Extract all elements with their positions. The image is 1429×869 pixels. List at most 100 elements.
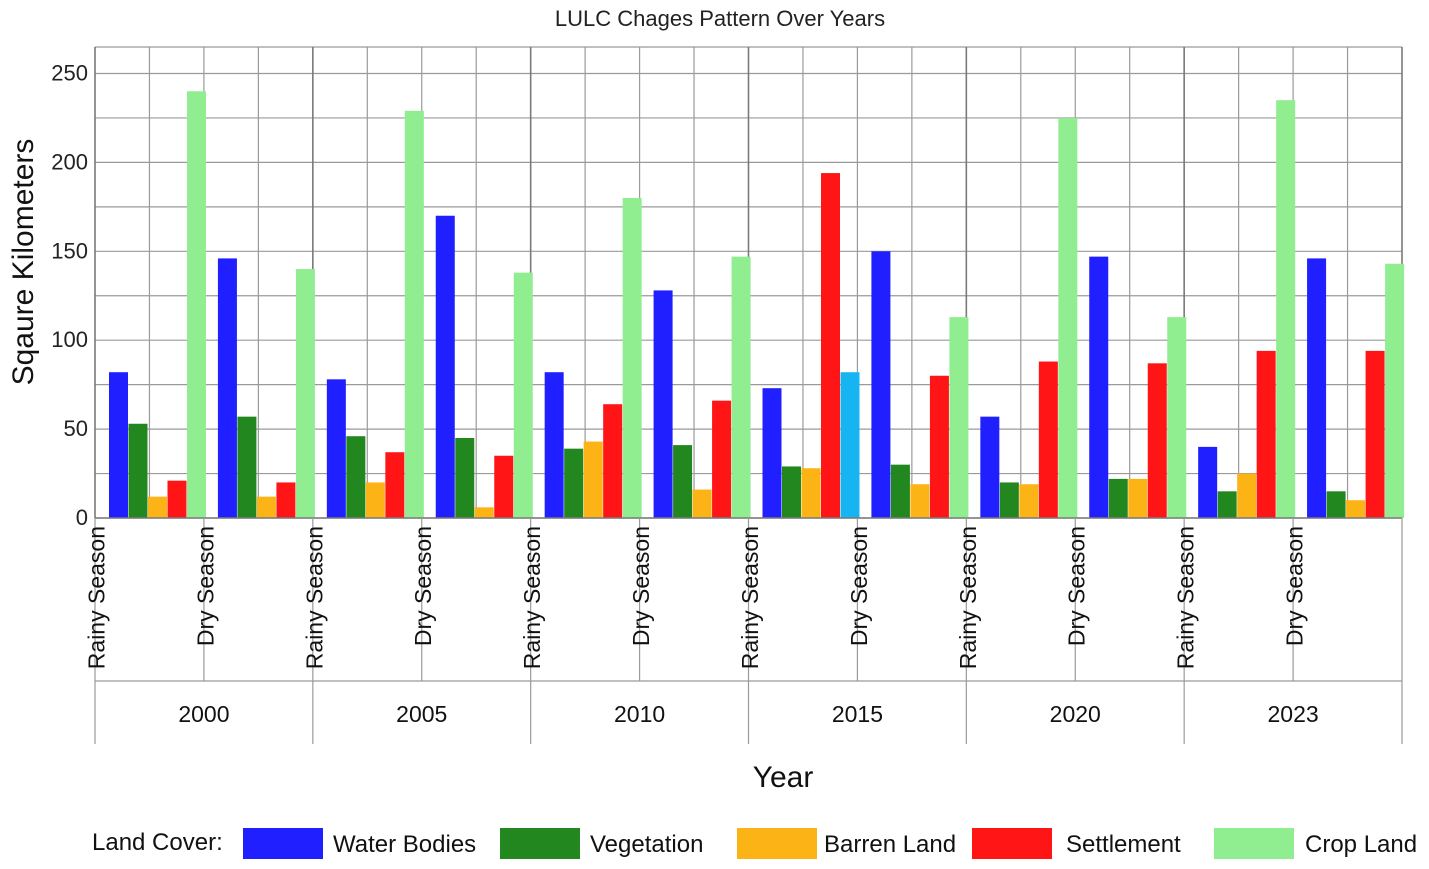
legend-swatch-settlement [972, 828, 1052, 859]
bar-vegetation [564, 448, 584, 518]
x-axis-label: Year [753, 761, 814, 794]
legend: Land Cover: Water Bodies Vegetation Barren… [92, 828, 1417, 859]
season-label: Dry Season [192, 526, 218, 646]
bar-barren-land [692, 489, 712, 518]
season-label: Rainy Season [737, 526, 763, 669]
bar-crop-land [622, 197, 642, 518]
y-tick-label: 100 [51, 327, 88, 352]
bar-barren-land [1346, 500, 1366, 518]
bar-water-bodies [435, 215, 455, 519]
bar-barren-land [1019, 484, 1039, 518]
bar-water-bodies [1089, 256, 1109, 518]
year-label: 2005 [396, 701, 447, 727]
bar-crop-land [1167, 317, 1187, 518]
bar-crop-land [1276, 100, 1296, 519]
season-label: Rainy Season [83, 526, 109, 669]
bar-settlement [1256, 350, 1276, 518]
bar-water-bodies [1198, 446, 1218, 518]
year-label: 2020 [1050, 701, 1101, 727]
bar-crop-land [404, 110, 424, 518]
bar-crop-land [295, 269, 315, 518]
bar-water-bodies [871, 251, 891, 519]
legend-label: Vegetation [590, 831, 703, 858]
bar-crop-land [840, 372, 860, 518]
legend-swatch-water-bodies [243, 828, 323, 859]
bar-settlement [385, 452, 405, 518]
bar-vegetation [1108, 478, 1128, 518]
bars [109, 91, 1405, 519]
bar-barren-land [801, 468, 821, 518]
year-label: 2023 [1267, 701, 1318, 727]
bar-crop-land [513, 272, 533, 518]
legend-label: Barren Land [824, 831, 956, 858]
bar-vegetation [890, 464, 910, 518]
bar-barren-land [910, 484, 930, 518]
legend-label: Crop Land [1305, 831, 1417, 858]
legend-title: Land Cover: [92, 829, 223, 856]
y-axis: 0 50 100 150 200 250 [51, 61, 88, 531]
bar-settlement [712, 400, 732, 518]
legend-swatch-vegetation [500, 828, 580, 859]
bar-settlement [1038, 361, 1058, 518]
chart-title: LULC Chages Pattern Over Years [555, 6, 885, 31]
bar-crop-land [1385, 263, 1405, 518]
legend-label: Settlement [1066, 831, 1181, 858]
year-label: 2015 [832, 701, 883, 727]
y-tick-label: 250 [51, 61, 88, 86]
bar-vegetation [1326, 491, 1346, 518]
bar-water-bodies [980, 416, 1000, 518]
bar-vegetation [346, 436, 366, 518]
season-label: Dry Season [628, 526, 654, 646]
bar-barren-land [1237, 473, 1257, 518]
bar-settlement [929, 375, 949, 518]
bar-vegetation [455, 437, 475, 518]
y-tick-label: 200 [51, 149, 88, 174]
bar-settlement [167, 480, 187, 518]
y-tick-label: 0 [76, 505, 88, 530]
bar-settlement [1365, 350, 1385, 518]
bar-vegetation [999, 482, 1019, 518]
season-label: Dry Season [1064, 526, 1090, 646]
bar-crop-land [949, 317, 969, 518]
year-label: 2000 [178, 701, 229, 727]
bar-vegetation [237, 416, 257, 518]
bar-water-bodies [109, 372, 128, 518]
season-label: Dry Season [410, 526, 436, 646]
bar-vegetation [128, 423, 148, 518]
bar-settlement [1147, 363, 1167, 518]
season-label: Dry Season [846, 526, 872, 646]
legend-swatch-crop-land [1214, 828, 1294, 859]
bar-crop-land [187, 91, 206, 518]
y-tick-label: 50 [64, 416, 88, 441]
bar-crop-land [1058, 117, 1078, 518]
bar-settlement [276, 482, 296, 518]
season-label: Rainy Season [1173, 526, 1199, 669]
bar-barren-land [583, 441, 603, 518]
season-label: Rainy Season [519, 526, 545, 669]
x-axis: Rainy Season Dry Season 2000 Rainy Season Dr… [83, 517, 1403, 744]
year-label: 2010 [614, 701, 665, 727]
bar-water-bodies [326, 379, 346, 518]
bar-barren-land [1128, 478, 1148, 518]
bar-barren-land [365, 482, 385, 518]
legend-swatch-barren-land [737, 828, 817, 859]
bar-vegetation [782, 466, 801, 518]
season-label: Dry Season [1282, 526, 1308, 646]
bar-water-bodies [544, 372, 564, 518]
bar-water-bodies [1307, 258, 1327, 518]
bar-crop-land [731, 256, 751, 518]
bar-vegetation [673, 445, 693, 518]
bar-settlement [603, 404, 623, 518]
bar-barren-land [256, 496, 276, 518]
bar-water-bodies [762, 388, 782, 518]
legend-label: Water Bodies [333, 831, 476, 858]
bar-water-bodies [217, 258, 237, 518]
bar-vegetation [1217, 491, 1237, 518]
bar-barren-land [474, 507, 494, 518]
bar-settlement [494, 455, 514, 518]
season-label: Rainy Season [301, 526, 327, 669]
season-label: Rainy Season [955, 526, 981, 669]
bar-settlement [821, 173, 840, 518]
y-axis-label: Sqaure Kilometers [7, 139, 40, 386]
